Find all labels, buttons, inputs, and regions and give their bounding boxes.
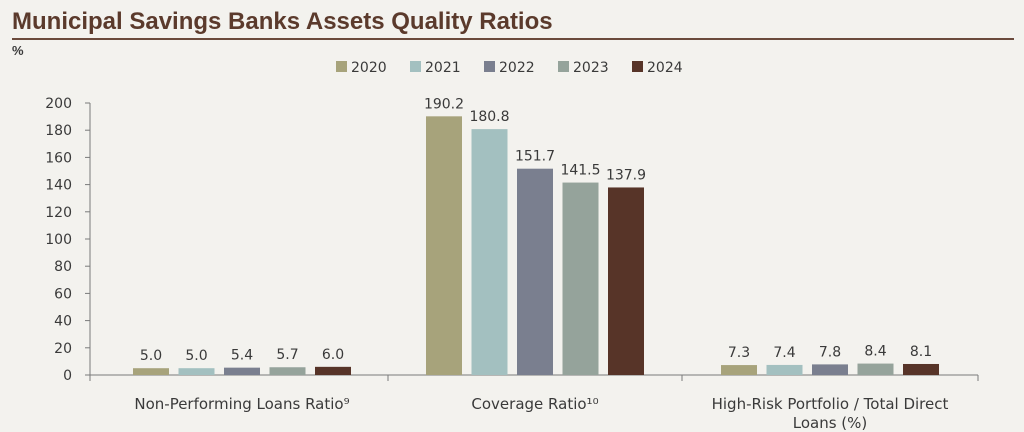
legend-label-2023: 2023 xyxy=(573,60,609,76)
y-tick-label: 160 xyxy=(45,150,72,166)
bar-2024-cat0 xyxy=(315,366,351,375)
title-underline xyxy=(12,38,1014,40)
y-tick-label: 60 xyxy=(54,286,72,302)
bar-2022-cat2 xyxy=(812,364,848,375)
data-label-2023-cat1: 141.5 xyxy=(560,163,600,179)
data-label-2023-cat0: 5.7 xyxy=(276,347,298,363)
y-tick-label: 200 xyxy=(45,96,72,112)
bar-2022-cat0 xyxy=(224,367,260,375)
y-tick-label: 0 xyxy=(63,368,72,384)
data-labels: 5.0 5.0 5.4 5.7 6.0 190.2 180.8 151.7 141.5 137.9… xyxy=(140,96,932,364)
bar-2021-cat1 xyxy=(471,129,508,375)
data-label-2024-cat0: 6.0 xyxy=(322,347,344,363)
legend-swatch-2022 xyxy=(484,61,495,72)
data-label-2024-cat1: 137.9 xyxy=(606,167,646,183)
bar-2021-cat0 xyxy=(178,368,215,375)
y-axis-unit-label: % xyxy=(12,43,24,58)
y-tick-label: 100 xyxy=(45,232,72,248)
y-tick-label: 180 xyxy=(45,123,72,139)
data-label-2022-cat0: 5.4 xyxy=(231,348,253,364)
category-label-2-line1: Loans (%) xyxy=(793,414,868,432)
bar-2023-cat2 xyxy=(857,363,894,375)
legend-swatch-2021 xyxy=(410,61,421,72)
bar-series-group xyxy=(133,116,939,375)
data-label-2020-cat0: 5.0 xyxy=(140,348,162,364)
data-label-2023-cat2: 8.4 xyxy=(864,344,886,360)
chart-title: Municipal Savings Banks Assets Quality R… xyxy=(12,8,553,35)
y-tick-label: 120 xyxy=(45,205,72,221)
y-tick-label: 20 xyxy=(54,341,72,357)
x-axis xyxy=(89,374,979,381)
y-tick-label: 140 xyxy=(45,178,72,194)
data-label-2021-cat0: 5.0 xyxy=(185,348,207,364)
category-label-1-line0: Coverage Ratio¹⁰ xyxy=(471,395,598,413)
legend-label-2020: 2020 xyxy=(351,60,387,76)
legend-swatch-2024 xyxy=(632,61,643,72)
y-tick-label: 40 xyxy=(54,314,72,330)
legend-label-2024: 2024 xyxy=(647,60,683,76)
bar-2020-cat2 xyxy=(721,365,757,375)
bar-2023-cat0 xyxy=(269,367,306,375)
y-tick-label: 80 xyxy=(54,259,72,275)
bar-2024-cat2 xyxy=(903,363,939,375)
bar-2024-cat1 xyxy=(608,187,644,375)
data-label-2024-cat2: 8.1 xyxy=(910,344,932,360)
data-label-2021-cat2: 7.4 xyxy=(773,345,795,361)
y-axis: 0 20 40 60 80 100 120 140 160 180 200 xyxy=(45,96,91,384)
category-label-2-line0: High-Risk Portfolio / Total Direct xyxy=(712,395,949,413)
bar-2020-cat1 xyxy=(426,116,462,375)
chart-legend: 2020 2021 2022 2023 2024 xyxy=(336,60,683,76)
data-label-2021-cat1: 180.8 xyxy=(469,109,509,125)
category-labels: Non-Performing Loans Ratio⁹ Coverage Rati… xyxy=(134,395,948,432)
legend-label-2021: 2021 xyxy=(425,60,461,76)
data-label-2022-cat1: 151.7 xyxy=(515,149,555,165)
data-label-2020-cat2: 7.3 xyxy=(728,345,750,361)
legend-label-2022: 2022 xyxy=(499,60,535,76)
category-label-0-line0: Non-Performing Loans Ratio⁹ xyxy=(134,395,349,413)
legend-swatch-2020 xyxy=(336,61,347,72)
data-label-2020-cat1: 190.2 xyxy=(424,96,464,112)
bar-2021-cat2 xyxy=(766,364,803,375)
legend-swatch-2023 xyxy=(558,61,569,72)
bar-2020-cat0 xyxy=(133,368,169,375)
bar-2022-cat1 xyxy=(517,168,553,375)
data-label-2022-cat2: 7.8 xyxy=(819,344,841,360)
bar-2023-cat1 xyxy=(562,182,599,375)
